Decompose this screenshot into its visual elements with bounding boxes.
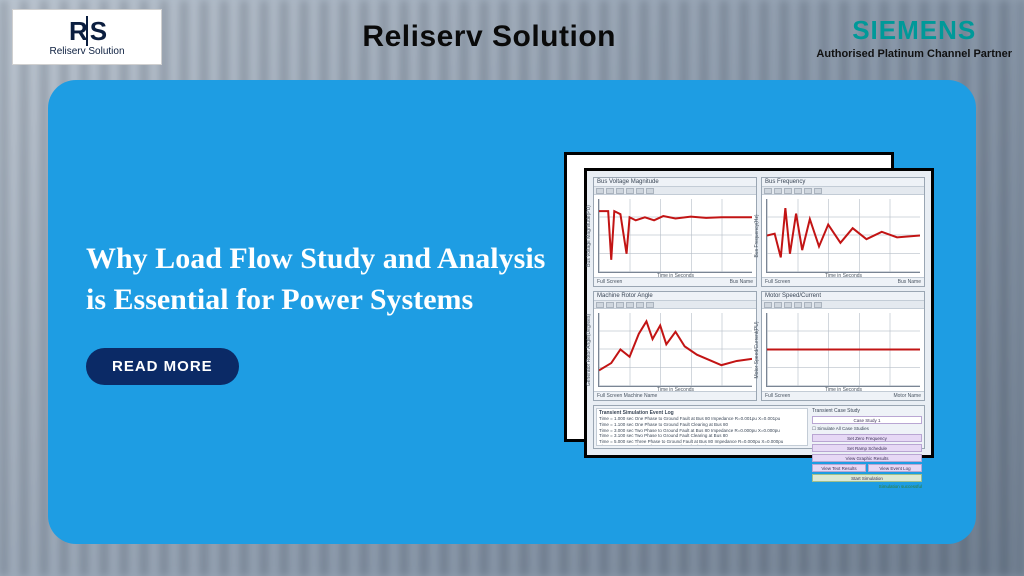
partner-line: Authorised Platinum Channel Partner xyxy=(816,48,1012,60)
ctrl-btn[interactable]: View Text Results xyxy=(812,464,866,472)
panel-bus-voltage: Bus Voltage Magnitude Time in Seconds Bu… xyxy=(593,177,757,287)
plot-svg-2 xyxy=(767,199,920,272)
plot-area: Time in Seconds Motor Speed/Current(PU) xyxy=(766,313,920,387)
plot-svg-1 xyxy=(599,199,752,272)
x-axis-label: Time in Seconds xyxy=(825,387,862,393)
hero-left: Why Load Flow Study and Analysis is Esse… xyxy=(86,239,578,385)
ctrl-btn[interactable]: View Graphic Results xyxy=(812,454,922,462)
case-label: Transient Case Study xyxy=(812,408,922,414)
bottom-strip: Transient Simulation Event LogTime = 1.0… xyxy=(593,405,925,449)
start-sim-button[interactable]: Start Simulation xyxy=(812,474,922,482)
hero-card: Why Load Flow Study and Analysis is Esse… xyxy=(48,80,976,544)
panel-title: Bus Voltage Magnitude xyxy=(594,178,756,187)
panel-motor-speed: Motor Speed/Current Time in Seconds Moto… xyxy=(761,291,925,401)
y-axis-label: Generator Rotor Angle(Degrees) xyxy=(586,313,592,385)
checkbox-row[interactable]: ☐ Simulate All Case Studies xyxy=(812,426,922,432)
x-axis-label: Time in Seconds xyxy=(657,273,694,279)
x-axis-label: Time in Seconds xyxy=(657,387,694,393)
x-axis-label: Time in Seconds xyxy=(825,273,862,279)
logo-subtext: Reliserv Solution xyxy=(49,46,124,57)
hero-headline: Why Load Flow Study and Analysis is Esse… xyxy=(86,239,558,320)
panel-toolbar xyxy=(594,187,756,195)
plot-svg-3 xyxy=(599,313,752,386)
sim-status: Simulation successful xyxy=(812,484,922,489)
panel-bus-frequency: Bus Frequency Time in Seconds Bus Freque… xyxy=(761,177,925,287)
ctrl-btn[interactable]: Set Zero Frequency xyxy=(812,434,922,442)
panel-title: Motor Speed/Current xyxy=(762,292,924,301)
ctrl-btn[interactable]: Set Ramp Schedule xyxy=(812,444,922,452)
plot-area: Time in Seconds Bus Frequency(Hz) xyxy=(766,199,920,273)
screenshot-frame-front: Bus Voltage Magnitude Time in Seconds Bu… xyxy=(584,168,934,458)
case-select[interactable]: Case Study 1 xyxy=(812,416,922,424)
ctrl-btn[interactable]: View Event Log xyxy=(868,464,922,472)
panel-rotor-angle: Machine Rotor Angle Time in Seconds Gene… xyxy=(593,291,757,401)
plot-area: Time in Seconds Bus Voltage Magnitude(PU… xyxy=(598,199,752,273)
logo-siemens: SIEMENS Authorised Platinum Channel Part… xyxy=(816,15,1012,60)
page-title: Reliserv Solution xyxy=(362,20,616,54)
plot-area: Time in Seconds Generator Rotor Angle(De… xyxy=(598,313,752,387)
control-column: Transient Case Study Case Study 1 ☐ Simu… xyxy=(812,408,922,446)
header: RS Reliserv Solution Reliserv Solution S… xyxy=(0,0,1024,68)
y-axis-label: Motor Speed/Current(PU) xyxy=(754,321,760,378)
logo-reliserv: RS Reliserv Solution xyxy=(12,9,162,65)
read-more-button[interactable]: READ MORE xyxy=(86,348,239,385)
y-axis-label: Bus Voltage Magnitude(PU) xyxy=(586,205,592,267)
panel-toolbar xyxy=(762,187,924,195)
event-log: Transient Simulation Event LogTime = 1.0… xyxy=(596,408,808,446)
siemens-wordmark: SIEMENS xyxy=(816,15,1012,46)
panel-toolbar xyxy=(762,301,924,309)
logo-mark: RS xyxy=(69,18,105,44)
hero-right: Bus Voltage Magnitude Time in Seconds Bu… xyxy=(578,162,938,462)
panel-title: Bus Frequency xyxy=(762,178,924,187)
panel-title: Machine Rotor Angle xyxy=(594,292,756,301)
plot-svg-4 xyxy=(767,313,920,386)
y-axis-label: Bus Frequency(Hz) xyxy=(754,214,760,257)
screenshot-grid: Bus Voltage Magnitude Time in Seconds Bu… xyxy=(593,177,925,449)
page-root: RS Reliserv Solution Reliserv Solution S… xyxy=(0,0,1024,576)
panel-toolbar xyxy=(594,301,756,309)
